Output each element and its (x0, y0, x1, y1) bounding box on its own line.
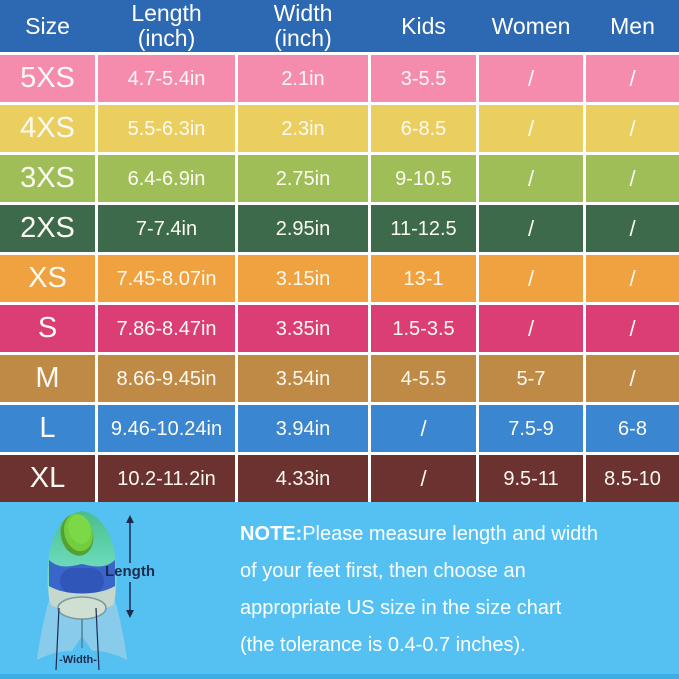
cell-width: 2.3in (238, 105, 371, 152)
header-kids: Kids (401, 12, 446, 39)
cell-length: 7-7.4in (98, 205, 238, 252)
cell-length: 6.4-6.9in (98, 155, 238, 202)
table-row: 4XS 5.5-6.3in 2.3in 6-8.5 / / (0, 105, 679, 152)
cell-kids: 1.5-3.5 (371, 305, 479, 352)
cell-kids: 4-5.5 (371, 355, 479, 402)
cell-women: / (479, 255, 586, 302)
cell-size: M (0, 355, 98, 402)
table-row: S 7.86-8.47in 3.35in 1.5-3.5 / / (0, 305, 679, 352)
cell-women: / (479, 155, 586, 202)
cell-width: 2.95in (238, 205, 371, 252)
swim-fin-icon (37, 511, 134, 671)
cell-width: 3.15in (238, 255, 371, 302)
cell-women: 5-7 (479, 355, 586, 402)
header-length-line2: (inch) (137, 25, 196, 51)
table-row: 3XS 6.4-6.9in 2.75in 9-10.5 / / (0, 155, 679, 202)
size-table: Size Length (inch) Width (inch) Kids Wom… (0, 0, 679, 502)
cell-kids: 13-1 (371, 255, 479, 302)
table-row: M 8.66-9.45in 3.54in 4-5.5 5-7 / (0, 355, 679, 402)
cell-length: 5.5-6.3in (98, 105, 238, 152)
cell-kids: 11-12.5 (371, 205, 479, 252)
cell-size: XS (0, 255, 98, 302)
note-line2: of your feet first, then choose an (240, 560, 526, 582)
cell-men: 8.5-10 (604, 467, 661, 490)
cell-men: / (629, 265, 636, 291)
cell-length: 10.2-11.2in (98, 455, 238, 502)
cell-men: / (629, 115, 636, 141)
cell-length: 7.45-8.07in (98, 255, 238, 302)
cell-women: / (479, 205, 586, 252)
cell-size: S (0, 305, 98, 352)
header-width: Width (inch) (238, 1, 371, 51)
cell-width: 3.54in (238, 355, 371, 402)
table-header-row: Size Length (inch) Width (inch) Kids Wom… (0, 0, 679, 52)
cell-women: / (479, 55, 586, 102)
cell-men: 6-8 (618, 417, 647, 440)
table-row: XS 7.45-8.07in 3.15in 13-1 / / (0, 255, 679, 302)
fin-illustration: Length -Width- (20, 508, 170, 673)
cell-men: / (629, 165, 636, 191)
cell-men: / (629, 365, 636, 391)
width-measure-lines (55, 607, 100, 671)
length-measure-line (126, 515, 134, 618)
note-text: NOTE:Please measure length and width of … (240, 516, 660, 664)
header-width-line1: Width (273, 0, 333, 27)
cell-size: 5XS (0, 55, 98, 102)
cell-women: / (479, 105, 586, 152)
cell-size: 2XS (0, 205, 98, 252)
header-length: Length (inch) (98, 1, 238, 51)
cell-kids: / (371, 405, 479, 452)
cell-width: 3.35in (238, 305, 371, 352)
cell-men: / (629, 215, 636, 241)
cell-men: / (629, 315, 636, 341)
note-line1: Please measure length and width (302, 523, 598, 545)
note-section: Length -Width- NOTE:Please measure lengt… (0, 502, 679, 679)
cell-length: 7.86-8.47in (98, 305, 238, 352)
cell-size: 4XS (0, 105, 98, 152)
cell-width: 3.94in (238, 405, 371, 452)
cell-width: 2.1in (238, 55, 371, 102)
note-line3: appropriate US size in the size chart (240, 597, 562, 619)
cell-width: 2.75in (238, 155, 371, 202)
cell-kids: 6-8.5 (371, 105, 479, 152)
header-length-line1: Length (131, 0, 202, 27)
header-width-line2: (inch) (274, 25, 332, 51)
cell-kids: 9-10.5 (371, 155, 479, 202)
cell-women: / (479, 305, 586, 352)
cell-size: 3XS (0, 155, 98, 202)
header-size: Size (25, 12, 70, 39)
bottom-edge-strip (0, 674, 679, 679)
table-row: L 9.46-10.24in 3.94in / 7.5-9 6-8 (0, 405, 679, 452)
cell-kids: / (371, 455, 479, 502)
cell-men: / (629, 65, 636, 91)
cell-width: 4.33in (238, 455, 371, 502)
cell-women: 9.5-11 (479, 455, 586, 502)
cell-length: 8.66-9.45in (98, 355, 238, 402)
cell-women: 7.5-9 (479, 405, 586, 452)
note-label: NOTE: (240, 523, 303, 545)
length-label: Length (105, 563, 155, 580)
header-women: Women (491, 12, 571, 39)
cell-length: 4.7-5.4in (98, 55, 238, 102)
table-row: 2XS 7-7.4in 2.95in 11-12.5 / / (0, 205, 679, 252)
header-men: Men (610, 12, 655, 39)
table-row: XL 10.2-11.2in 4.33in / 9.5-11 8.5-10 (0, 455, 679, 502)
cell-length: 9.46-10.24in (98, 405, 238, 452)
cell-size: XL (0, 455, 98, 502)
width-label: -Width- (59, 654, 97, 666)
note-line4: (the tolerance is 0.4-0.7 inches). (240, 634, 526, 656)
cell-kids: 3-5.5 (371, 55, 479, 102)
table-row: 5XS 4.7-5.4in 2.1in 3-5.5 / / (0, 55, 679, 102)
cell-size: L (0, 405, 98, 452)
